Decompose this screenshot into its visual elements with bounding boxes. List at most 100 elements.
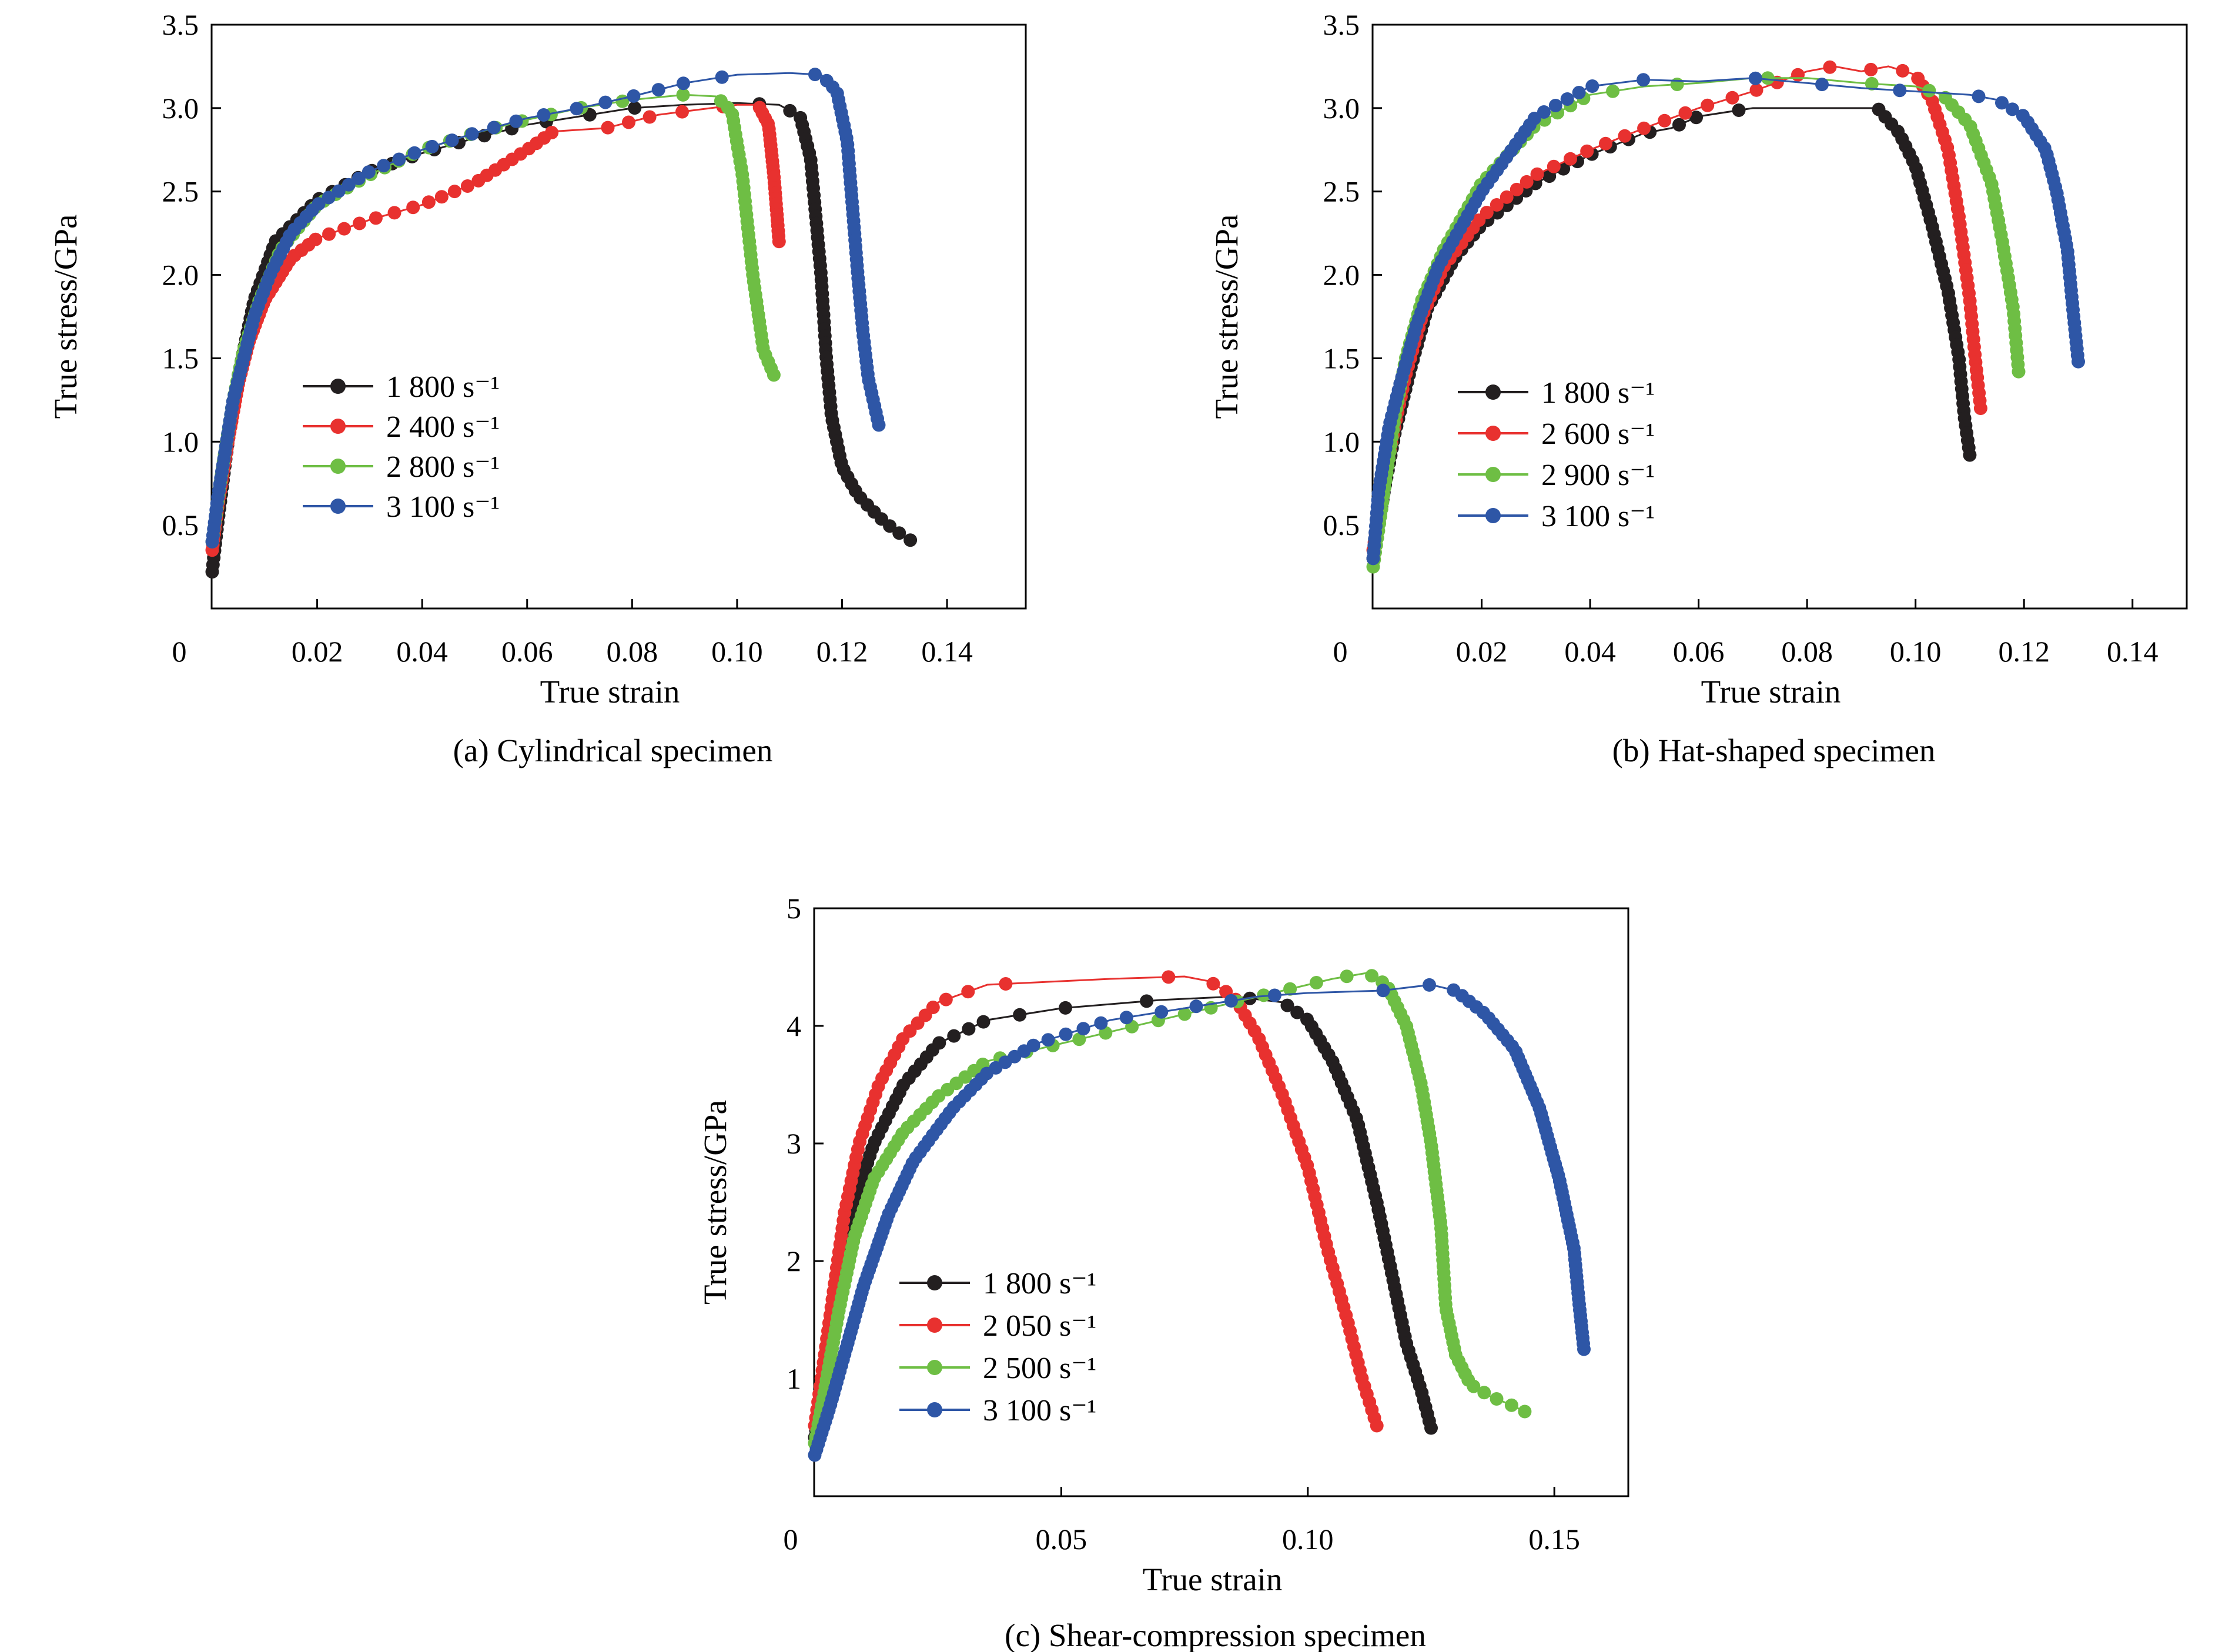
data-point [1527, 112, 1541, 125]
data-point [1893, 83, 1907, 98]
data-point [322, 227, 336, 241]
legend-label: 3 100 s⁻¹ [1541, 500, 1655, 533]
series-3 [1366, 71, 2026, 574]
data-point [1995, 96, 2009, 110]
data-point [434, 190, 449, 204]
data-point [1490, 198, 1504, 212]
data-point [1606, 84, 1620, 98]
data-point [651, 83, 665, 97]
data-point [352, 172, 366, 185]
data-point [1547, 159, 1561, 173]
data-point [1206, 977, 1220, 991]
legend-swatch-marker [1485, 384, 1501, 400]
legend-label: 2 600 s⁻¹ [1541, 417, 1655, 451]
series-1 [1366, 102, 1977, 566]
x-tick-label: 0.06 [1673, 635, 1725, 668]
legend-label: 2 900 s⁻¹ [1541, 459, 1655, 492]
data-point [939, 992, 953, 1006]
x-tick-label: 0.05 [1036, 1523, 1087, 1556]
data-point [1072, 1032, 1086, 1046]
data-point [926, 1001, 940, 1014]
data-point [353, 216, 366, 230]
data-point [465, 127, 479, 141]
data-point [312, 197, 326, 211]
data-point [1376, 984, 1390, 998]
legend-label: 2 500 s⁻¹ [983, 1352, 1096, 1385]
data-point [392, 152, 406, 166]
data-point [1637, 73, 1651, 87]
data-point [872, 418, 886, 432]
legend-label: 2 400 s⁻¹ [386, 410, 500, 444]
data-point [767, 368, 781, 382]
data-point [387, 206, 401, 220]
x-tick-label: 0.12 [816, 635, 868, 668]
data-point [1791, 68, 1805, 82]
y-tick-label: 2.5 [162, 175, 199, 208]
data-point [322, 190, 336, 205]
data-point [1725, 91, 1739, 105]
series-line [1372, 65, 1982, 550]
data-point [1761, 71, 1775, 85]
series-4 [205, 68, 886, 549]
data-point [1658, 113, 1672, 128]
legend-label: 3 100 s⁻¹ [386, 490, 500, 524]
data-point [1678, 106, 1692, 120]
data-point [337, 222, 351, 236]
data-point [1477, 1386, 1491, 1400]
x-tick-label: 0.02 [1456, 635, 1508, 668]
legend-swatch-marker [927, 1360, 942, 1375]
data-point [601, 121, 615, 135]
data-point [772, 235, 786, 249]
x-tick-label: 0.10 [711, 635, 763, 668]
data-point [369, 211, 383, 225]
y-axis-label: True stress/GPa [697, 1100, 733, 1305]
data-point [903, 533, 918, 547]
data-point [1618, 129, 1632, 143]
data-point [1599, 136, 1612, 151]
y-tick-label: 2.5 [1323, 175, 1360, 208]
panel-caption: (b) Hat-shaped specimen [1612, 733, 1936, 768]
data-point [1530, 167, 1544, 181]
data-point [1564, 152, 1577, 166]
y-tick-label: 0.5 [1323, 509, 1360, 541]
panel-caption: (c) Shear-compression specimen [1005, 1617, 1426, 1652]
data-point [487, 121, 501, 135]
data-point [1490, 1392, 1504, 1406]
legend-swatch-marker [1485, 467, 1501, 482]
legend-swatch-marker [1485, 508, 1501, 523]
data-point [715, 70, 729, 84]
x-tick-label: 0 [172, 635, 187, 668]
data-point [1280, 998, 1294, 1012]
data-point [676, 88, 690, 102]
plot-frame [210, 24, 1027, 610]
y-axis-label: True stress/GPa [1209, 215, 1244, 419]
data-point [460, 179, 474, 193]
y-tick-label: 5 [787, 892, 801, 925]
data-point [332, 184, 346, 198]
data-point [598, 95, 613, 109]
data-point [1162, 970, 1176, 984]
data-point [1577, 1342, 1591, 1356]
legend-label: 3 100 s⁻¹ [983, 1394, 1096, 1427]
y-tick-label: 3.5 [1323, 8, 1360, 41]
data-point [675, 105, 689, 119]
y-tick-label: 2.0 [162, 259, 199, 292]
data-point [1701, 98, 1715, 112]
data-point [1119, 1011, 1133, 1025]
y-tick-label: 1 [787, 1362, 801, 1395]
data-point [1340, 969, 1354, 984]
data-point [947, 1029, 961, 1043]
data-point [1732, 103, 1746, 117]
data-point [808, 68, 822, 82]
x-tick-label: 0.06 [501, 635, 553, 668]
y-tick-label: 1.5 [162, 342, 199, 374]
data-point [445, 133, 459, 148]
data-point [1365, 969, 1379, 983]
data-point [1370, 1419, 1384, 1433]
data-point [1972, 89, 1986, 103]
plot-frame [813, 907, 1629, 1497]
data-point [628, 101, 642, 115]
data-point [377, 159, 391, 173]
series-2 [205, 99, 786, 557]
